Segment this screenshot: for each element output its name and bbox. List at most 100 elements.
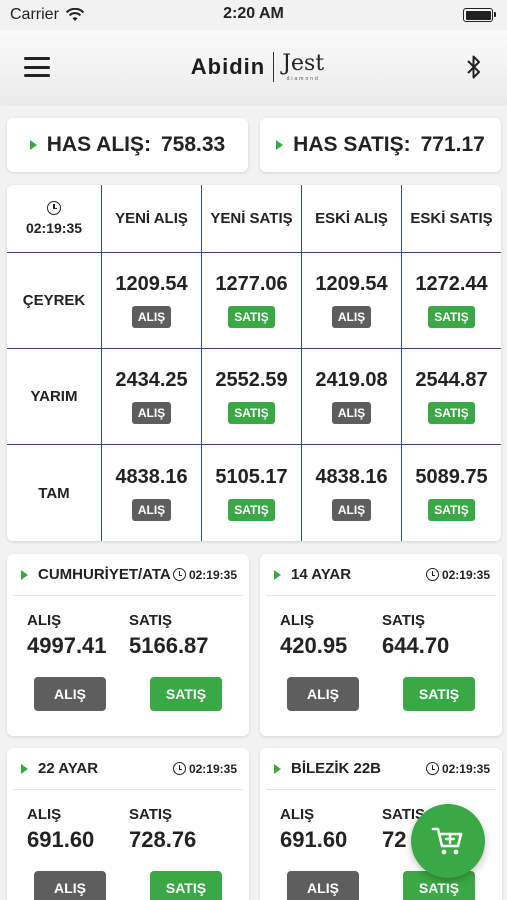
sell-column: SATIŞ 72 (382, 806, 484, 853)
buy-button[interactable]: ALIŞ (287, 871, 359, 900)
add-cart-icon (431, 827, 463, 855)
sell-label: SATIŞ (382, 612, 426, 629)
buy-badge[interactable]: ALIŞ (331, 402, 372, 424)
product-card-header: 14 AYAR 02:19:35 (266, 554, 496, 596)
sell-label: SATIŞ (129, 806, 173, 823)
product-buttons: ALIŞ SATIŞ (7, 659, 249, 711)
sell-column: SATIŞ 644.70 (382, 612, 484, 659)
table-time: 02:19:35 (25, 220, 83, 236)
cell-value: 1272.44 (415, 273, 488, 295)
row-label: ÇEYREK (7, 253, 102, 349)
triangle-icon (21, 763, 28, 774)
buy-column: ALIŞ 420.95 (280, 612, 382, 659)
sell-button[interactable]: SATIŞ (150, 871, 222, 900)
logo-divider (273, 52, 275, 82)
logo-sub: Jest diamond (282, 52, 324, 82)
sell-value: 72 (382, 827, 407, 852)
buy-button[interactable]: ALIŞ (287, 677, 359, 711)
has-sell-value: 771.17 (420, 133, 485, 156)
product-time: 02:19:35 (425, 761, 490, 776)
sell-badge[interactable]: SATIŞ (228, 498, 275, 521)
sell-label: SATIŞ (129, 612, 173, 629)
table-cell: 1277.06 SATIŞ (202, 253, 302, 349)
sell-badge[interactable]: SATIŞ (228, 402, 275, 424)
table-cell: 2434.25 ALIŞ (102, 349, 202, 445)
cell-value: 2434.25 (115, 369, 188, 391)
cell-value: 4838.16 (315, 465, 388, 488)
sell-badge[interactable]: SATIŞ (428, 498, 475, 521)
has-buy-value: 758.33 (161, 133, 226, 156)
cell-value: 5089.75 (415, 465, 488, 488)
has-sell-card: HAS SATIŞ: 771.17 (260, 118, 501, 172)
status-left: Carrier (10, 6, 85, 24)
buy-badge[interactable]: ALIŞ (331, 306, 372, 328)
buy-button[interactable]: ALIŞ (34, 871, 106, 900)
product-time: 02:19:35 (172, 567, 237, 582)
buy-value: 691.60 (27, 827, 95, 852)
product-name-text: BİLEZİK 22B (291, 760, 382, 777)
battery-icon (463, 8, 496, 22)
sell-value: 644.70 (382, 633, 450, 658)
product-name: CUMHURİYET/ATA (21, 566, 171, 583)
product-time-text: 02:19:35 (188, 761, 237, 776)
buy-column: ALIŞ 4997.41 (27, 612, 129, 659)
product-time-text: 02:19:35 (441, 761, 490, 776)
wifi-icon (65, 8, 85, 21)
buy-column: ALIŞ 691.60 (280, 806, 382, 853)
product-name-text: 14 AYAR (291, 566, 352, 583)
table-cell: 1209.54 ALIŞ (102, 253, 202, 349)
row-label: TAM (7, 445, 102, 541)
product-card-header: 22 AYAR 02:19:35 (13, 748, 243, 790)
product-card-body: ALIŞ 420.95 SATIŞ 644.70 (260, 596, 502, 659)
product-card-body: ALIŞ 4997.41 SATIŞ 5166.87 (7, 596, 249, 659)
buy-value: 691.60 (280, 827, 348, 852)
buy-button[interactable]: ALIŞ (34, 677, 106, 711)
logo-main-text: Abidin (190, 54, 266, 79)
bluetooth-icon[interactable] (465, 54, 483, 80)
column-header: YENİ SATIŞ (202, 185, 302, 253)
table-cell: 2544.87 SATIŞ (402, 349, 501, 445)
buy-badge[interactable]: ALIŞ (331, 498, 372, 521)
table-cell: 2419.08 ALIŞ (302, 349, 402, 445)
table-cell: 4838.16 ALIŞ (302, 445, 402, 541)
clock-icon (172, 762, 186, 775)
cell-value: 2419.08 (315, 369, 388, 391)
product-card-body: ALIŞ 691.60 SATIŞ 728.76 (7, 790, 249, 853)
buy-badge[interactable]: ALIŞ (131, 498, 172, 521)
table-cell: 1209.54 ALIŞ (302, 253, 402, 349)
carrier-label: Carrier (10, 6, 59, 23)
add-cart-button[interactable] (411, 804, 485, 878)
column-header: ESKİ ALIŞ (302, 185, 402, 253)
cell-value: 2552.59 (215, 369, 288, 391)
has-buy-label: HAS ALIŞ: (46, 133, 151, 156)
triangle-icon (276, 140, 284, 150)
sell-badge[interactable]: SATIŞ (428, 306, 475, 328)
clock-icon (425, 568, 439, 581)
product-time-text: 02:19:35 (188, 567, 237, 582)
product-card: 22 AYAR 02:19:35 ALIŞ 691.60 SATIŞ 728.76 … (7, 748, 249, 900)
sell-button[interactable]: SATIŞ (403, 677, 475, 711)
sell-button[interactable]: SATIŞ (150, 677, 222, 711)
sell-badge[interactable]: SATIŞ (428, 402, 475, 424)
buy-badge[interactable]: ALIŞ (131, 402, 172, 424)
product-card: 14 AYAR 02:19:35 ALIŞ 420.95 SATIŞ 644.70 … (260, 554, 502, 736)
product-card-header: BİLEZİK 22B 02:19:35 (266, 748, 496, 790)
product-card-header: CUMHURİYET/ATA 02:19:35 (13, 554, 243, 596)
buy-column: ALIŞ 691.60 (27, 806, 129, 853)
product-name: BİLEZİK 22B (274, 760, 381, 777)
cell-value: 5105.17 (215, 465, 288, 488)
cell-value: 4838.16 (115, 465, 188, 488)
cell-value: 1277.06 (215, 273, 288, 295)
hamburger-icon[interactable] (24, 57, 50, 77)
app-header: Abidin Jest diamond (0, 30, 507, 104)
has-buy-card: HAS ALIŞ: 758.33 (7, 118, 248, 172)
sell-badge[interactable]: SATIŞ (228, 306, 275, 328)
table-cell: 1272.44 SATIŞ (402, 253, 501, 349)
product-time: 02:19:35 (425, 568, 490, 582)
clock-icon (172, 568, 186, 581)
product-buttons: ALIŞ SATIŞ (260, 659, 502, 711)
buy-label: ALIŞ (27, 612, 62, 629)
buy-badge[interactable]: ALIŞ (131, 306, 172, 328)
buy-label: ALIŞ (280, 806, 315, 823)
cell-value: 1209.54 (115, 273, 188, 295)
